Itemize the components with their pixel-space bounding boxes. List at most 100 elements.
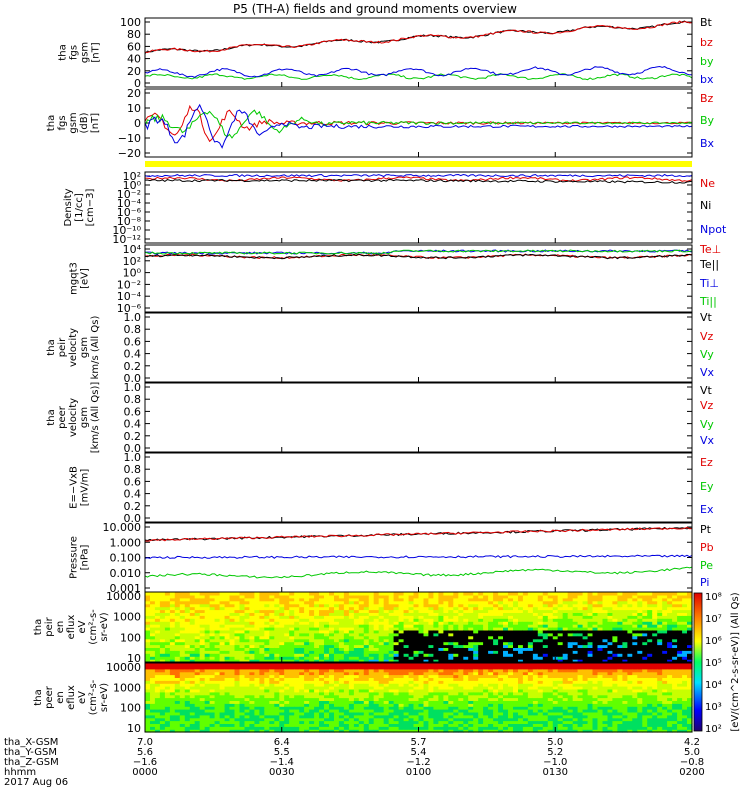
spectrogram-cell bbox=[373, 592, 380, 596]
spectrogram-cell bbox=[284, 686, 290, 690]
spectrogram-cell bbox=[314, 656, 320, 660]
spectrogram-cell bbox=[577, 612, 584, 616]
spectrogram-cell bbox=[304, 694, 310, 699]
spectrogram-cell bbox=[398, 635, 405, 640]
spectrogram-cell bbox=[418, 618, 425, 622]
spectrogram-cell bbox=[478, 674, 484, 678]
spectrogram-cell bbox=[229, 606, 236, 611]
spectrogram-cell bbox=[269, 720, 275, 724]
spectrogram-cell bbox=[159, 627, 166, 631]
spectrogram-cell bbox=[582, 638, 589, 643]
spectrogram-cell bbox=[254, 717, 260, 722]
spectrogram-cell bbox=[508, 671, 514, 676]
spectrogram-cell bbox=[438, 650, 444, 654]
spectrogram-cell bbox=[145, 691, 151, 696]
spectrogram-cell bbox=[368, 677, 375, 681]
spectrogram-cell bbox=[284, 668, 290, 673]
spectrogram-cell bbox=[329, 729, 335, 733]
spectrogram-cell bbox=[279, 635, 285, 640]
spectrogram-cell bbox=[627, 594, 633, 599]
spectrogram-cell bbox=[164, 627, 171, 631]
spectrogram-cell bbox=[547, 632, 554, 637]
spectrogram-cell bbox=[682, 600, 688, 605]
spectrogram-cell bbox=[677, 592, 683, 596]
spectrogram-cell bbox=[388, 641, 395, 646]
spectrogram-cell bbox=[557, 629, 564, 634]
spectrogram-cell bbox=[388, 647, 395, 651]
spectrogram-cell bbox=[572, 606, 579, 611]
spectrogram-cell bbox=[179, 650, 186, 654]
spectrogram-cell bbox=[438, 606, 444, 611]
spectrogram-cell bbox=[284, 627, 290, 631]
spectrogram-cell bbox=[408, 714, 415, 719]
spectrogram-cell bbox=[244, 656, 251, 660]
spectrogram-cell bbox=[383, 638, 390, 643]
spectrogram-cell bbox=[378, 635, 385, 640]
spectrogram-cell bbox=[299, 597, 305, 602]
spectrogram-cell bbox=[159, 615, 166, 619]
spectrogram-cell bbox=[358, 597, 365, 602]
spectrogram-cell bbox=[398, 597, 405, 602]
spectrogram-cell bbox=[473, 656, 479, 660]
spectrogram-cell bbox=[329, 609, 335, 613]
spectrogram-cell bbox=[413, 644, 420, 648]
spectrogram-cell bbox=[532, 688, 539, 693]
spectrogram-cell bbox=[199, 668, 206, 673]
spectrogram-cell bbox=[677, 612, 683, 616]
spectrogram-cell bbox=[194, 700, 201, 704]
spectrogram-cell bbox=[254, 671, 260, 676]
spectrogram-cell bbox=[194, 650, 201, 654]
spectrogram-cell bbox=[254, 683, 260, 687]
spectrogram-cell bbox=[532, 621, 539, 625]
spectrogram-cell bbox=[299, 650, 305, 654]
spectrogram-cell bbox=[383, 723, 390, 727]
spectrogram-cell bbox=[478, 703, 484, 707]
spectrogram-cell bbox=[159, 609, 166, 613]
spectrogram-cell bbox=[373, 629, 380, 634]
spectrogram-cell bbox=[582, 624, 589, 628]
spectrogram-cell bbox=[518, 665, 524, 670]
spectrogram-cell bbox=[150, 647, 156, 651]
spectrogram-cell bbox=[612, 618, 618, 622]
spectrogram-cell bbox=[498, 624, 504, 628]
spectrogram-cell bbox=[597, 650, 604, 654]
spectrogram-cell bbox=[264, 717, 270, 722]
spectrogram-cell bbox=[229, 683, 236, 687]
spectrogram-cell bbox=[503, 665, 509, 670]
spectrogram-cell bbox=[159, 717, 166, 722]
spectrogram-cell bbox=[438, 714, 444, 719]
spectrogram-cell bbox=[373, 659, 380, 663]
spectrogram-cell bbox=[338, 674, 345, 678]
spectrogram-cell bbox=[348, 711, 355, 716]
spectrogram-cell bbox=[547, 691, 554, 696]
spectrogram-cell bbox=[488, 659, 494, 663]
spectrogram-cell bbox=[552, 647, 559, 651]
spectrogram-cell bbox=[194, 606, 201, 611]
spectrogram-cell bbox=[403, 674, 410, 678]
spectrogram-cell bbox=[219, 638, 226, 643]
spectrogram-cell bbox=[304, 641, 310, 646]
spectrogram-cell bbox=[363, 647, 370, 651]
spectrogram-cell bbox=[358, 677, 365, 681]
spectrogram-cell bbox=[542, 603, 549, 608]
spectrogram-cell bbox=[234, 694, 241, 699]
spectrogram-cell bbox=[304, 677, 310, 681]
spectrogram-cell bbox=[194, 717, 201, 722]
spectrogram-cell bbox=[498, 612, 504, 616]
spectrogram-cell bbox=[453, 729, 459, 733]
spectrogram-cell bbox=[463, 612, 469, 616]
spectrogram-cell bbox=[304, 650, 310, 654]
spectrogram-cell bbox=[518, 624, 524, 628]
spectrogram-cell bbox=[388, 612, 395, 616]
spectrogram-cell bbox=[463, 706, 469, 710]
spectrogram-cell bbox=[632, 627, 638, 631]
spectrogram-cell bbox=[488, 609, 494, 613]
spectrogram-cell bbox=[493, 665, 499, 670]
spectrogram-cell bbox=[319, 597, 325, 602]
spectrogram-cell bbox=[214, 717, 221, 722]
spectrogram-cell bbox=[383, 600, 390, 605]
spectrogram-cell bbox=[368, 653, 375, 657]
spectrogram-cell bbox=[408, 726, 415, 730]
panel-frame bbox=[144, 452, 693, 523]
spectrogram-cell bbox=[627, 597, 633, 602]
